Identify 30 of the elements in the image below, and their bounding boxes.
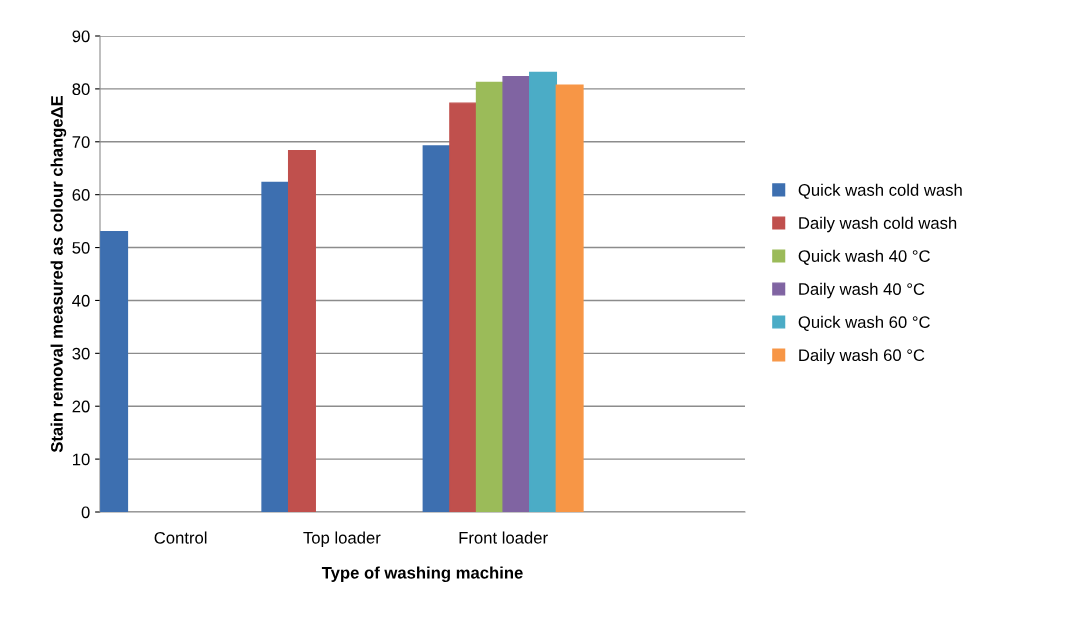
x-axis-title: Type of washing machine	[321, 566, 523, 583]
bar	[502, 76, 531, 512]
bar	[287, 150, 316, 512]
legend-label: Quick wash cold wash	[798, 183, 962, 199]
bar	[422, 145, 451, 512]
bar	[100, 230, 129, 512]
y-tick-label: 10	[73, 453, 90, 466]
y-tick-label: 50	[72, 241, 90, 254]
legend-label: Daily wash 40 °C	[799, 282, 925, 299]
legend-label: Daily wash 60 °C	[799, 348, 925, 365]
y-tick-label: 40	[72, 294, 90, 307]
bar	[475, 81, 504, 512]
y-tick-label: 30	[72, 347, 90, 360]
x-tick-label: Top loader	[303, 531, 381, 547]
legend-label: Quick wash 40 °C	[798, 249, 930, 265]
legend-label: Daily wash cold wash	[799, 216, 957, 233]
y-tick-label: 60	[72, 189, 90, 201]
bar	[529, 71, 558, 512]
y-tick-label: 80	[72, 83, 90, 96]
x-tick-label: Front loader	[459, 531, 548, 544]
bar	[449, 102, 478, 512]
bar	[261, 181, 290, 512]
y-tick-label: 0	[81, 506, 90, 519]
y-tick-label: 90	[72, 30, 90, 43]
y-tick-label: 70	[72, 136, 90, 148]
bar	[555, 84, 584, 512]
y-axis-title: Stain removal measured as colour changeΔE	[50, 95, 67, 453]
x-tick-label: Control	[154, 531, 207, 544]
legend-label: Quick wash 60 °C	[798, 315, 930, 332]
y-tick-label: 20	[72, 400, 90, 413]
